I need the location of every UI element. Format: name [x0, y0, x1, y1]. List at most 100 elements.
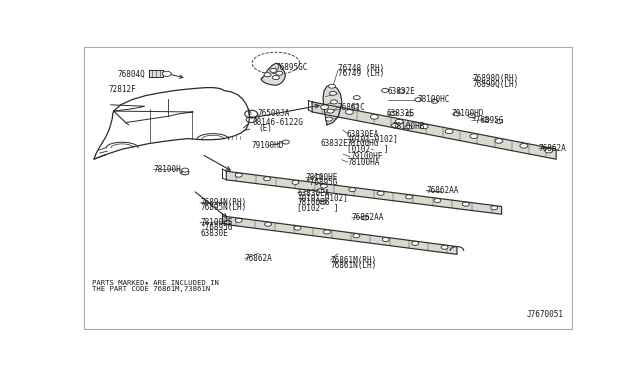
Circle shape: [353, 234, 360, 238]
Text: 76862AA: 76862AA: [352, 214, 384, 222]
Text: 78100HE: 78100HE: [200, 218, 232, 227]
Text: 76895N(LH): 76895N(LH): [200, 203, 246, 212]
Text: 79100HD: 79100HD: [251, 141, 284, 150]
Circle shape: [441, 245, 448, 249]
Polygon shape: [227, 171, 502, 214]
Text: *76B95G: *76B95G: [472, 116, 504, 125]
Text: 78100HG: 78100HG: [297, 198, 330, 207]
Text: 76804Q: 76804Q: [117, 70, 145, 79]
Text: 78100HC: 78100HC: [417, 95, 450, 104]
Polygon shape: [150, 70, 163, 77]
Circle shape: [381, 89, 388, 93]
Circle shape: [225, 220, 231, 224]
Polygon shape: [312, 102, 556, 159]
Text: 78100HE: 78100HE: [306, 173, 338, 182]
Circle shape: [270, 68, 277, 73]
Circle shape: [412, 241, 419, 246]
Circle shape: [491, 206, 498, 210]
Circle shape: [321, 105, 328, 109]
Text: 79100HD: 79100HD: [452, 109, 484, 118]
Circle shape: [454, 112, 460, 116]
Text: B: B: [247, 112, 251, 116]
Circle shape: [362, 216, 369, 220]
Text: THE PART CODE 76861M,73861N: THE PART CODE 76861M,73861N: [92, 286, 211, 292]
Circle shape: [495, 119, 502, 124]
Text: [0101-0102]: [0101-0102]: [297, 193, 348, 202]
Text: 63830EA: 63830EA: [297, 189, 330, 198]
Text: 76862AA: 76862AA: [426, 186, 459, 195]
Circle shape: [294, 226, 301, 230]
Text: 76500JA: 76500JA: [257, 109, 290, 118]
Circle shape: [315, 174, 321, 179]
Circle shape: [396, 119, 403, 124]
Circle shape: [431, 99, 438, 103]
Circle shape: [292, 180, 299, 185]
Circle shape: [406, 195, 413, 199]
Text: [0101-0102]: [0101-0102]: [347, 134, 397, 143]
Text: 63830EA: 63830EA: [347, 129, 380, 138]
Circle shape: [398, 89, 405, 93]
Circle shape: [265, 222, 271, 226]
Circle shape: [371, 115, 378, 119]
Circle shape: [321, 184, 327, 188]
Circle shape: [392, 124, 399, 128]
Text: 63832E: 63832E: [321, 139, 348, 148]
Circle shape: [349, 187, 356, 192]
Circle shape: [346, 110, 353, 114]
Circle shape: [520, 144, 528, 148]
Circle shape: [319, 200, 326, 204]
Polygon shape: [323, 85, 342, 125]
Text: *76895G: *76895G: [200, 224, 232, 232]
Polygon shape: [261, 63, 285, 85]
Circle shape: [236, 218, 242, 222]
Circle shape: [470, 134, 478, 138]
Circle shape: [328, 84, 335, 88]
Text: 63833E: 63833E: [387, 109, 414, 118]
Text: 63830E: 63830E: [200, 229, 228, 238]
Text: 63832E: 63832E: [388, 87, 415, 96]
Text: PARTS MARKED★ ARE INCLUDED IN: PARTS MARKED★ ARE INCLUDED IN: [92, 280, 220, 286]
Circle shape: [377, 191, 384, 195]
Circle shape: [317, 189, 324, 193]
Circle shape: [326, 117, 332, 121]
Circle shape: [264, 73, 271, 77]
Circle shape: [273, 76, 280, 80]
Text: 78100HG: 78100HG: [347, 139, 380, 148]
Circle shape: [420, 124, 428, 129]
Text: 76894N(RH): 76894N(RH): [200, 198, 246, 207]
Text: [0102-  ]: [0102- ]: [297, 203, 339, 212]
Text: 76861C: 76861C: [338, 103, 365, 112]
Text: 78100HA: 78100HA: [348, 158, 380, 167]
Circle shape: [405, 125, 412, 129]
Text: *76895G: *76895G: [306, 178, 338, 187]
Circle shape: [462, 202, 469, 206]
Circle shape: [282, 140, 289, 144]
Circle shape: [330, 92, 337, 95]
Text: 76899Q(LH): 76899Q(LH): [473, 80, 519, 89]
Circle shape: [353, 96, 360, 100]
Text: 72812F: 72812F: [109, 84, 136, 93]
Circle shape: [406, 112, 413, 116]
Circle shape: [483, 118, 489, 122]
Text: 76862A: 76862A: [539, 144, 566, 153]
Circle shape: [323, 230, 330, 234]
Circle shape: [495, 139, 503, 143]
Circle shape: [445, 129, 453, 134]
Circle shape: [330, 100, 337, 104]
Polygon shape: [227, 217, 457, 254]
Text: 76895GC: 76895GC: [276, 63, 308, 72]
Circle shape: [236, 173, 242, 177]
Text: 78100H: 78100H: [154, 165, 181, 174]
Circle shape: [468, 114, 476, 118]
Text: 76862A: 76862A: [244, 254, 273, 263]
Circle shape: [163, 71, 172, 76]
Circle shape: [327, 109, 334, 113]
Text: 76749 (LH): 76749 (LH): [338, 69, 384, 78]
Text: 76898Q(RH): 76898Q(RH): [473, 74, 519, 83]
Circle shape: [352, 104, 359, 108]
Text: 76861N(LH): 76861N(LH): [330, 261, 377, 270]
Circle shape: [382, 238, 389, 241]
Text: [0102-  ]: [0102- ]: [347, 144, 388, 153]
Circle shape: [264, 177, 271, 181]
Text: 78100HB: 78100HB: [392, 122, 425, 131]
